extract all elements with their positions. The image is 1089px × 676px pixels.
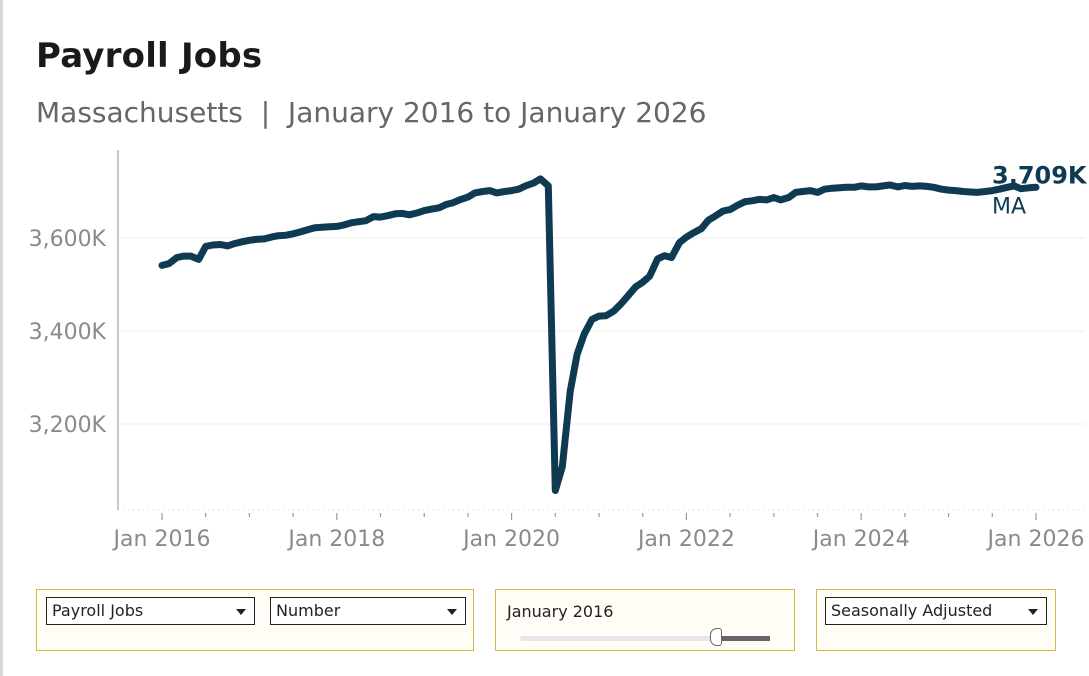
chevron-down-icon bbox=[447, 609, 457, 615]
x-tick-label: Jan 2024 bbox=[811, 527, 910, 552]
x-tick-label: Jan 2020 bbox=[461, 527, 560, 552]
adjustment-dropdown-value: Seasonally Adjusted bbox=[831, 601, 993, 620]
chevron-down-icon bbox=[1028, 609, 1038, 615]
page-title: Payroll Jobs bbox=[36, 36, 263, 76]
y-tick-label: 3,200K bbox=[29, 413, 107, 438]
gridlines bbox=[118, 237, 1085, 425]
series-line-ma bbox=[158, 175, 1040, 494]
series-end-name: MA bbox=[992, 194, 1026, 219]
start-date-panel: January 2016 bbox=[495, 589, 795, 651]
type-dropdown[interactable]: Number bbox=[270, 597, 466, 625]
start-date-slider-track[interactable] bbox=[520, 636, 770, 641]
adjustment-dropdown[interactable]: Seasonally Adjusted bbox=[825, 597, 1047, 625]
start-date-slider-handle[interactable] bbox=[710, 628, 722, 646]
chevron-down-icon bbox=[236, 609, 246, 615]
measure-dropdown-value: Payroll Jobs bbox=[52, 601, 144, 620]
left-divider bbox=[0, 0, 3, 676]
x-tick-label: Jan 2026 bbox=[986, 527, 1085, 552]
series-layer bbox=[158, 175, 1040, 494]
page-subtitle: Massachusetts | January 2016 to January … bbox=[36, 96, 707, 129]
type-dropdown-value: Number bbox=[276, 601, 341, 620]
start-date-label: January 2016 bbox=[507, 602, 614, 621]
adjustment-panel: Seasonally Adjusted bbox=[816, 589, 1056, 651]
payroll-line-chart: 3,200K 3,400K 3,600K Jan 2016 Jan 2018 Jan 20… bbox=[29, 150, 1088, 552]
measure-dropdown[interactable]: Payroll Jobs bbox=[46, 597, 255, 625]
y-tick-label: 3,600K bbox=[29, 227, 107, 252]
x-tick-label: Jan 2016 bbox=[112, 527, 211, 552]
labels: 3,200K 3,400K 3,600K Jan 2016 Jan 2018 Jan 20… bbox=[29, 161, 1088, 552]
x-tick-label: Jan 2022 bbox=[636, 527, 735, 552]
start-date-slider-fill bbox=[720, 636, 770, 641]
series-end-value: 3,709K bbox=[992, 161, 1088, 189]
x-tick-label: Jan 2018 bbox=[286, 527, 385, 552]
axes bbox=[117, 150, 1085, 520]
y-tick-label: 3,400K bbox=[29, 320, 107, 345]
measure-panel: Payroll Jobs Number bbox=[36, 589, 474, 651]
